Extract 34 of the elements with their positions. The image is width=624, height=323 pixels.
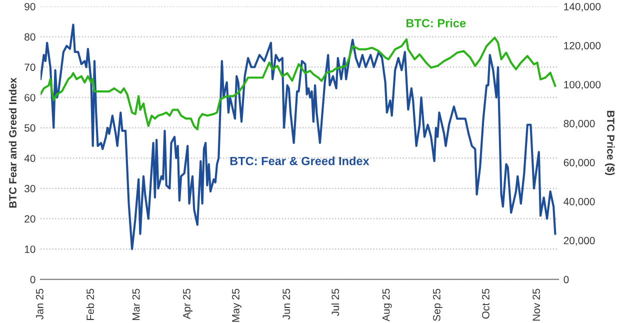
y2-tick-label: 0 [564,276,569,284]
x-tick-label: Sep 25 [432,288,442,321]
x-tick-label: May 25 [232,288,242,322]
series-label: BTC: Fear & Greed Index [230,156,370,166]
x-tick-label: Mar 25 [132,288,140,320]
y-tick-label: 40 [24,154,36,162]
y2-tick-label: 60,000 [564,158,595,168]
y-tick-label: 10 [24,246,36,253]
y2-tick-label: 80,000 [564,120,595,129]
y-axis-title: BTC Fear and Greed Index [8,78,16,208]
x-tick-label: Feb 25 [86,288,94,320]
y-tick-label: 70 [24,64,36,71]
y2-tick-label: 100,000 [564,80,601,90]
y2-axis-title: BTC Price ($) [604,110,615,176]
x-tick-label: Aug 25 [382,288,392,322]
y-tick-label: 20 [24,215,36,223]
y-tick-label: 0 [30,276,36,284]
x-tick-label: Jun 25 [282,288,290,320]
y2-tick-label: 20,000 [564,236,595,246]
y2-tick-label: 140,000 [564,2,601,12]
x-tick-label: Jan 25 [36,288,44,320]
y-tick-label: 50 [24,124,36,132]
y-tick-label: 30 [24,184,36,192]
y-tick-label: 60 [24,94,36,102]
x-tick-label: Jul 25 [331,288,340,316]
y-tick-label: 80 [24,33,36,41]
x-tick-label: Apr 25 [183,288,192,320]
series-label: BTC: Price [406,18,466,28]
line-series [40,36,556,130]
x-tick-label: Nov 25 [532,288,540,321]
y2-tick-label: 120,000 [564,42,601,51]
y2-tick-label: 40,000 [564,198,595,207]
y-tick-label: 90 [24,2,36,10]
x-tick-label: Oct 25 [482,288,490,319]
